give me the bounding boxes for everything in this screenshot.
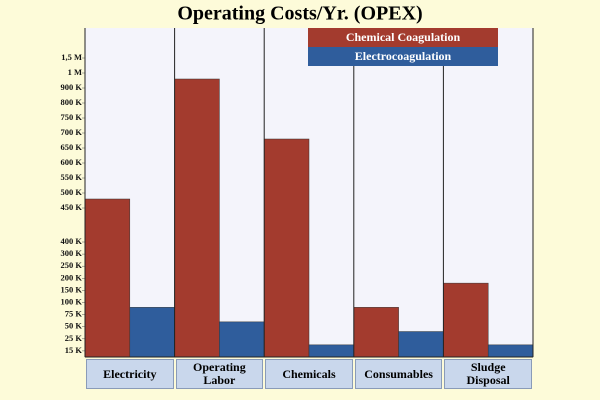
bar (398, 331, 444, 358)
bar (308, 344, 355, 358)
legend-label: Electrocoagulation (355, 49, 452, 63)
x-tick-label: Operating Labor (175, 359, 264, 389)
legend-swatch (308, 28, 498, 47)
y-tick-label: 700 K (61, 127, 83, 137)
y-tick-label: 25 K (65, 333, 83, 343)
legend-label: Chemical Coagulation (346, 30, 461, 44)
y-tick-label: 150 K (61, 284, 83, 294)
y-tick-label: 15 K (65, 345, 83, 355)
legend-swatch (308, 47, 498, 66)
y-tick-label: 75 K (65, 309, 83, 319)
y-tick-label: 1 M (68, 67, 82, 77)
y-tick-label: 650 K (61, 142, 83, 152)
y-tick-label: 200 K (61, 272, 83, 282)
y-tick-label: 450 K (61, 202, 83, 212)
bar (443, 282, 489, 358)
bar (174, 78, 220, 358)
bar (353, 307, 399, 358)
y-tick-label: 600 K (61, 157, 83, 167)
bar (84, 198, 131, 358)
y-tick-label: 500 K (61, 187, 83, 197)
y-tick-label: 1,5 M (61, 52, 82, 62)
bar (219, 321, 265, 358)
chart-title: Operating Costs/Yr. (OPEX) (177, 3, 422, 25)
bar (263, 138, 310, 358)
x-tick-label: Sludge Disposal (444, 359, 532, 389)
y-tick-label: 50 K (65, 321, 83, 331)
y-tick-label: 800 K (61, 97, 83, 107)
y-tick-label: 300 K (61, 248, 83, 258)
y-tick-label: 400 K (61, 236, 83, 246)
y-tick-label: 900 K (61, 82, 83, 92)
y-tick-label: 550 K (61, 172, 83, 182)
y-tick-label: 250 K (61, 260, 83, 270)
x-tick-label: Chemicals (265, 359, 353, 389)
y-tick-label: 750 K (61, 112, 83, 122)
x-tick-label: Consumables (354, 359, 443, 389)
y-tick-label: 100 K (61, 296, 83, 306)
bar (129, 307, 175, 358)
bar (487, 344, 534, 358)
x-tick-label: Electricity (86, 359, 174, 389)
